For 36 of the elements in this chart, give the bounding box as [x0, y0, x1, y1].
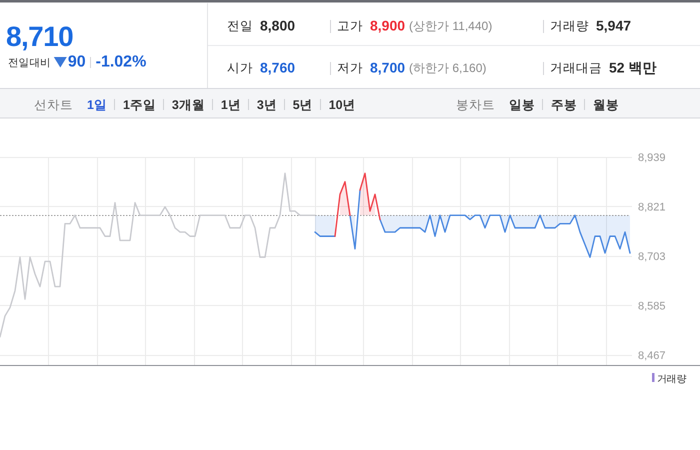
text: 월봉 — [593, 98, 619, 112]
text: 거래대금 — [550, 61, 602, 75]
text: 52 백만 — [609, 60, 656, 76]
text: 전일 — [227, 19, 253, 33]
text: 봉차트 — [456, 98, 495, 112]
text: 거래량 — [550, 19, 589, 33]
text: 90 — [68, 54, 86, 70]
text: (하한가 6,160) — [409, 61, 486, 75]
text: 8,700 — [370, 60, 406, 76]
text: 시가 — [227, 61, 253, 75]
text: 5,947 — [596, 18, 632, 34]
text: 8,760 — [260, 60, 296, 76]
text: 3개월 — [172, 98, 205, 112]
text: 10년 — [328, 98, 356, 112]
y-tick-label: 8,585 — [638, 300, 666, 312]
text: 일봉 — [509, 98, 535, 112]
text: 8,800 — [260, 18, 296, 34]
y-tick-label: 8,821 — [638, 201, 666, 214]
text: 고가 — [337, 19, 363, 33]
text: 3년 — [256, 98, 277, 112]
y-tick-label: 8,703 — [638, 250, 666, 263]
y-tick-label: 8,467 — [638, 350, 666, 362]
text: 1주일 — [122, 98, 156, 112]
text: 저가 — [337, 61, 363, 75]
text: 전일대비 — [8, 57, 51, 69]
text: 주봉 — [551, 98, 577, 112]
text: 1일 — [87, 98, 107, 112]
text: 선차트 — [34, 98, 73, 112]
text: (상한가 11,440) — [409, 19, 492, 33]
text: 8,710 — [6, 21, 74, 52]
text: 5년 — [292, 98, 313, 112]
y-tick-label: 8,939 — [638, 152, 666, 164]
text: 8,900 — [370, 18, 406, 34]
text: 1년 — [220, 98, 241, 112]
text: -1.02% — [96, 54, 146, 70]
text: 거래량 — [657, 374, 686, 385]
